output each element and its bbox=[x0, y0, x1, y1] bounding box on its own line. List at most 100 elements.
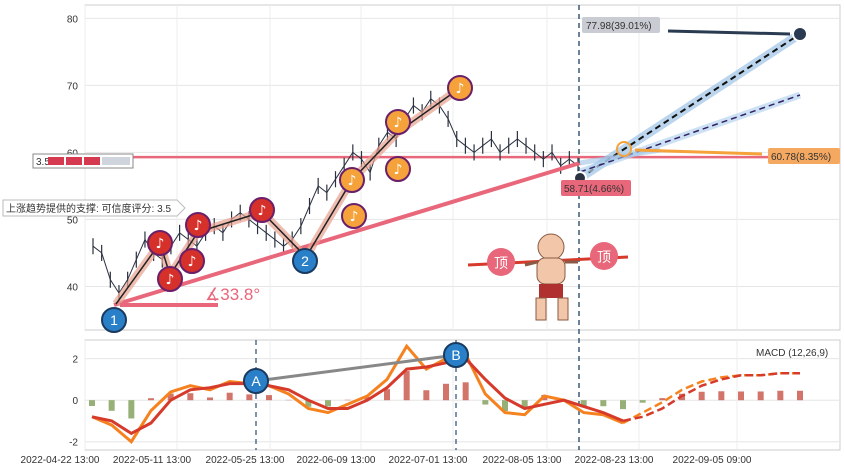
note-badge: ♪ bbox=[157, 266, 183, 292]
note-badge-glyph: ♪ bbox=[348, 173, 357, 189]
x-tick-label: 2022-06-09 13:00 bbox=[297, 455, 376, 466]
point-label-circle bbox=[443, 342, 469, 368]
mid-target-point bbox=[616, 141, 632, 157]
note-badge-circle bbox=[147, 230, 173, 256]
histogram-bar bbox=[305, 400, 312, 407]
x-tick-label: 2022-08-23 13:00 bbox=[575, 455, 654, 466]
macd-histogram bbox=[89, 371, 803, 419]
note-badge-circle bbox=[385, 156, 411, 182]
divergence-line bbox=[255, 353, 457, 383]
note-badge: ♪ bbox=[185, 212, 211, 238]
histogram-bar bbox=[167, 393, 174, 401]
svg-text:顶: 顶 bbox=[494, 256, 508, 272]
price-line bbox=[92, 98, 579, 295]
top-badge-left: 顶 bbox=[487, 248, 515, 276]
histogram-bar bbox=[718, 391, 725, 401]
note-badge-circle bbox=[341, 203, 367, 229]
point-label-circle bbox=[101, 307, 127, 333]
upper-target-point bbox=[792, 26, 808, 42]
signal-line bbox=[91, 357, 624, 436]
upper-target-arrow bbox=[667, 29, 791, 36]
uptrend-support-line bbox=[113, 161, 581, 307]
histogram-bar bbox=[580, 400, 587, 408]
support-text-tag: 上涨趋势提供的支撑: 可信度评分: 3.5 bbox=[2, 199, 186, 217]
histogram-bar bbox=[738, 391, 744, 401]
macd-y-tick-label: 2 bbox=[72, 355, 78, 366]
x-tick-labels: 2022-04-22 13:00 2022-05-11 13:00 2022-05-… bbox=[21, 455, 752, 466]
current-label: 58.71(4.66%) bbox=[564, 184, 624, 195]
histogram-bar bbox=[403, 371, 410, 401]
histogram-bar bbox=[600, 400, 607, 407]
point-label: 2 bbox=[292, 248, 318, 274]
note-badge: ♪ bbox=[249, 197, 275, 223]
mid-target-arrow bbox=[634, 148, 763, 156]
x-tick-label: 2022-04-22 13:00 bbox=[21, 455, 100, 466]
histogram-bar bbox=[187, 393, 194, 401]
note-badge: ♪ bbox=[447, 75, 473, 101]
point-label: A bbox=[243, 368, 269, 394]
point-label-text: 2 bbox=[301, 253, 309, 269]
x-tick-label: 2022-05-11 13:00 bbox=[113, 455, 192, 466]
note-badge: ♪ bbox=[147, 230, 173, 256]
current-tag: 58.71(4.66%) bbox=[561, 180, 631, 196]
histogram-bar bbox=[423, 390, 430, 401]
note-badge: ♪ bbox=[179, 248, 205, 274]
note-badge-circle bbox=[249, 197, 275, 223]
histogram-bar bbox=[246, 394, 253, 401]
weightlifter-figure bbox=[524, 233, 578, 321]
histogram-bar bbox=[148, 398, 154, 401]
upper-target-tag: 77.98(39.01%) bbox=[582, 17, 660, 33]
support-text: 上涨趋势提供的支撑: 可信度评分: 3.5 bbox=[6, 202, 171, 215]
point-label-text: B bbox=[451, 347, 460, 363]
forecast-lines bbox=[577, 30, 803, 182]
mid-target-tag: 60.78(8.35%) bbox=[768, 148, 840, 164]
note-badge: ♪ bbox=[341, 203, 367, 229]
y-tick-label: 70 bbox=[67, 81, 79, 92]
top-badge-right: 顶 bbox=[590, 242, 618, 270]
point-label-circle bbox=[292, 248, 318, 274]
histogram-bar bbox=[659, 398, 666, 401]
point-label-circle bbox=[243, 368, 269, 394]
mid-target-label: 60.78(8.35%) bbox=[771, 152, 831, 163]
histogram-bar bbox=[443, 383, 449, 401]
note-badge-glyph: ♪ bbox=[166, 272, 175, 288]
note-badge-circle bbox=[339, 167, 365, 193]
note-badge-glyph: ♪ bbox=[188, 254, 197, 270]
x-tick-label: 2022-09-05 09:00 bbox=[673, 455, 752, 466]
histogram-bar bbox=[502, 400, 508, 412]
x-tick-label: 2022-08-05 13:00 bbox=[483, 455, 562, 466]
histogram-bar bbox=[620, 400, 626, 410]
x-tick-label: 2022-05-25 13:00 bbox=[206, 455, 285, 466]
signal-line-forecast bbox=[622, 371, 800, 423]
histogram-bar bbox=[266, 395, 272, 401]
note-badge-glyph: ♪ bbox=[456, 81, 465, 97]
note-badge: ♪ bbox=[385, 109, 411, 135]
histogram-bar bbox=[462, 382, 469, 401]
note-badge: ♪ bbox=[339, 167, 365, 193]
y-tick-label: 50 bbox=[67, 215, 79, 226]
forecast-upper-line bbox=[579, 33, 801, 179]
histogram-bar bbox=[89, 400, 95, 406]
histogram-bar bbox=[207, 397, 213, 401]
macd-y-tick-label: 0 bbox=[72, 396, 78, 407]
note-badge-glyph: ♪ bbox=[350, 209, 359, 225]
histogram-bar bbox=[797, 390, 803, 401]
forecast-mid-line bbox=[579, 94, 801, 173]
histogram-bar bbox=[128, 400, 135, 419]
note-badge-glyph: ♪ bbox=[156, 236, 165, 252]
point-label-text: A bbox=[251, 373, 261, 389]
macd-title: MACD (12,26,9) bbox=[756, 348, 828, 359]
histogram-bar bbox=[698, 391, 705, 401]
y-tick-labels: 4050607080-202 bbox=[67, 14, 79, 448]
histogram-bar bbox=[325, 400, 331, 407]
y-tick-label: 80 bbox=[67, 14, 79, 25]
forecast-lower-band bbox=[579, 147, 661, 166]
pattern-point-labels: 1 2 A B bbox=[101, 248, 469, 394]
note-badge-circle bbox=[179, 248, 205, 274]
histogram-bar bbox=[639, 400, 646, 403]
angle-label: ∡33.8° bbox=[205, 285, 260, 304]
note-badge-glyph: ♪ bbox=[258, 203, 267, 219]
point-label: B bbox=[443, 342, 469, 368]
histogram-bar bbox=[777, 390, 784, 401]
